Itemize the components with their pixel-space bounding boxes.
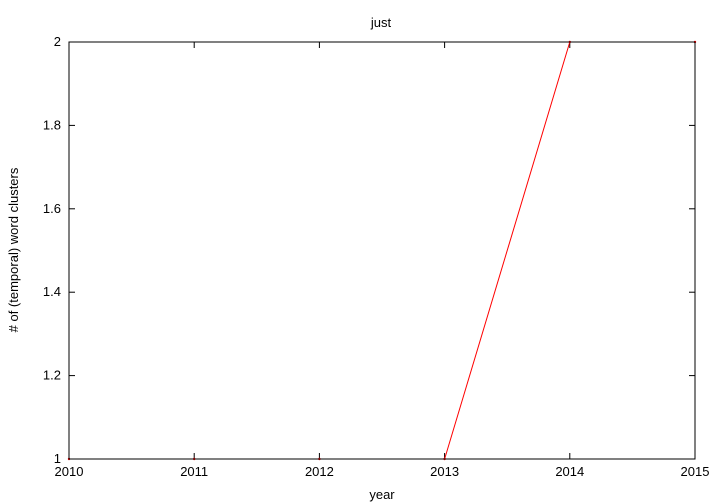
x-tick-label: 2011 xyxy=(180,464,208,479)
y-tick-label: 1.6 xyxy=(43,201,61,216)
series-line xyxy=(69,41,695,460)
plot-frame xyxy=(68,41,696,460)
x-tick-label: 2010 xyxy=(55,464,84,479)
x-tick-label: 2013 xyxy=(430,464,459,479)
y-tick-label: 1.2 xyxy=(43,368,61,383)
y-axis-label: # of (temporal) word clusters xyxy=(6,167,21,332)
x-tick-label: 2015 xyxy=(681,464,710,479)
plot-area: 2010 2011 2012 2013 2014 2015 1 1.2 1.4 1.6 1.8 2 xyxy=(43,34,710,479)
chart-title: just xyxy=(370,15,392,30)
y-tick-label: 2 xyxy=(54,34,61,49)
x-tick-label: 2012 xyxy=(305,464,334,479)
y-tick-label: 1 xyxy=(54,451,61,466)
x-axis-label: year xyxy=(369,487,395,502)
y-tick-label: 1.4 xyxy=(43,284,61,299)
x-tick-label: 2014 xyxy=(555,464,584,479)
y-tick-label: 1.8 xyxy=(43,117,61,132)
